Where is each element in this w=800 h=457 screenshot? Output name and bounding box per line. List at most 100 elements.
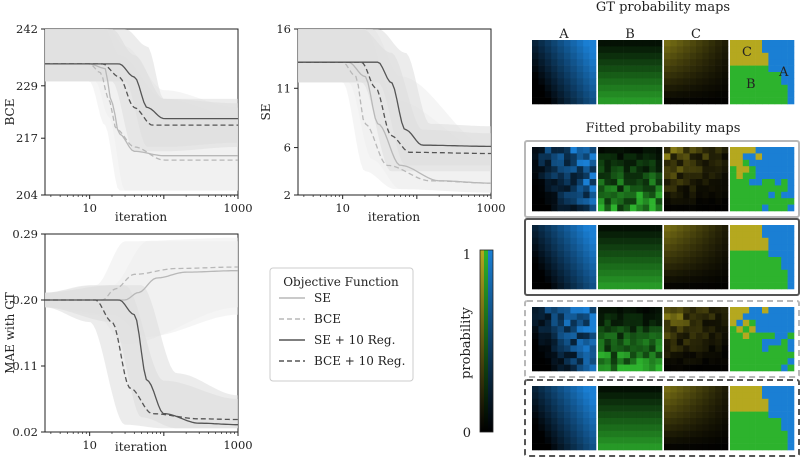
map-cell [557, 276, 565, 283]
map-cell [708, 351, 716, 359]
map-cell [762, 159, 769, 167]
map-cell [742, 185, 750, 193]
map-cell [749, 276, 756, 283]
map-cell [736, 244, 744, 251]
map-cell [570, 351, 578, 359]
map-cell [774, 358, 782, 365]
map-cell [689, 332, 697, 340]
map-cell [768, 185, 776, 193]
colorbar: 1 0 probability [459, 248, 494, 441]
map-cell [551, 40, 558, 47]
map-cell [583, 78, 590, 86]
map-cell [696, 185, 703, 193]
map-cell [649, 72, 656, 79]
map-cell [755, 97, 763, 105]
map-cell [630, 52, 637, 60]
map-cell [642, 405, 650, 412]
map-cell [583, 84, 590, 92]
map-cell [736, 358, 744, 365]
map-cell [564, 319, 571, 327]
probability-map-c [664, 147, 729, 212]
map-cell [676, 159, 684, 167]
map-cell [642, 386, 650, 393]
map-cell [696, 398, 703, 406]
map-cell [702, 46, 710, 54]
map-cell [715, 166, 722, 173]
map-cell [583, 40, 590, 47]
map-cell [636, 424, 644, 432]
map-cell [538, 78, 546, 86]
map-cell [736, 91, 744, 98]
map-cell [544, 52, 552, 60]
map-cell [696, 339, 703, 346]
region-label: A [778, 65, 789, 80]
map-cell [604, 179, 612, 186]
map-cell [551, 437, 558, 444]
map-cell [557, 159, 565, 167]
map-cell [715, 185, 722, 193]
map-cell [544, 398, 552, 406]
map-cell [708, 52, 716, 60]
map-cell [570, 418, 578, 425]
colorbar-max-label: 1 [463, 248, 471, 263]
map-cell [781, 40, 788, 47]
map-cell [730, 269, 737, 277]
map-cell [576, 418, 584, 425]
map-cell [755, 72, 763, 79]
map-cell [762, 313, 769, 321]
map-cell [589, 424, 597, 432]
map-cell [730, 319, 737, 327]
map-cell [670, 269, 678, 277]
map-cell [715, 159, 722, 167]
map-cell [538, 172, 546, 180]
map-row-frame [524, 218, 800, 296]
map-cell [715, 257, 722, 264]
map-cell [532, 358, 539, 365]
map-cell [570, 443, 578, 451]
map-cell [755, 430, 763, 438]
probability-map-c [664, 307, 729, 372]
map-cell [636, 91, 644, 98]
map-cell [742, 97, 750, 105]
map-cell [664, 172, 671, 180]
map-cell [570, 179, 578, 186]
map-cell [676, 443, 684, 451]
map-cell [683, 97, 690, 105]
map-cell [610, 198, 618, 205]
map-cell [730, 91, 737, 98]
map-cell [598, 52, 605, 60]
map-cell [787, 237, 795, 245]
map-cell [617, 326, 624, 333]
map-cell [649, 405, 656, 412]
map-cell [532, 276, 539, 283]
map-cell [696, 411, 703, 419]
map-cell [538, 46, 546, 54]
map-cell [755, 91, 763, 98]
map-cell [736, 319, 744, 327]
map-cell [787, 358, 795, 365]
map-cell [623, 313, 631, 321]
map-cell [749, 185, 756, 193]
map-cell [544, 72, 552, 79]
map-cell [696, 319, 703, 327]
map-cell [781, 339, 788, 346]
map-cell [610, 263, 618, 271]
map-cell [623, 424, 631, 432]
map-cell [755, 78, 763, 86]
y-tick-label: 0.11 [12, 359, 38, 373]
map-cell [655, 78, 663, 86]
map-cell [655, 319, 663, 327]
map-cell [598, 398, 605, 406]
map-cell [589, 418, 597, 425]
map-cell [715, 172, 722, 180]
map-cell [736, 166, 744, 173]
map-cell [642, 159, 650, 167]
map-cell [762, 319, 769, 327]
map-cell [715, 97, 722, 105]
map-cell [742, 72, 750, 79]
map-cell [696, 351, 703, 359]
map-cell [774, 430, 782, 438]
map-cell [742, 424, 750, 432]
map-cell [696, 250, 703, 258]
map-cell [708, 250, 716, 258]
